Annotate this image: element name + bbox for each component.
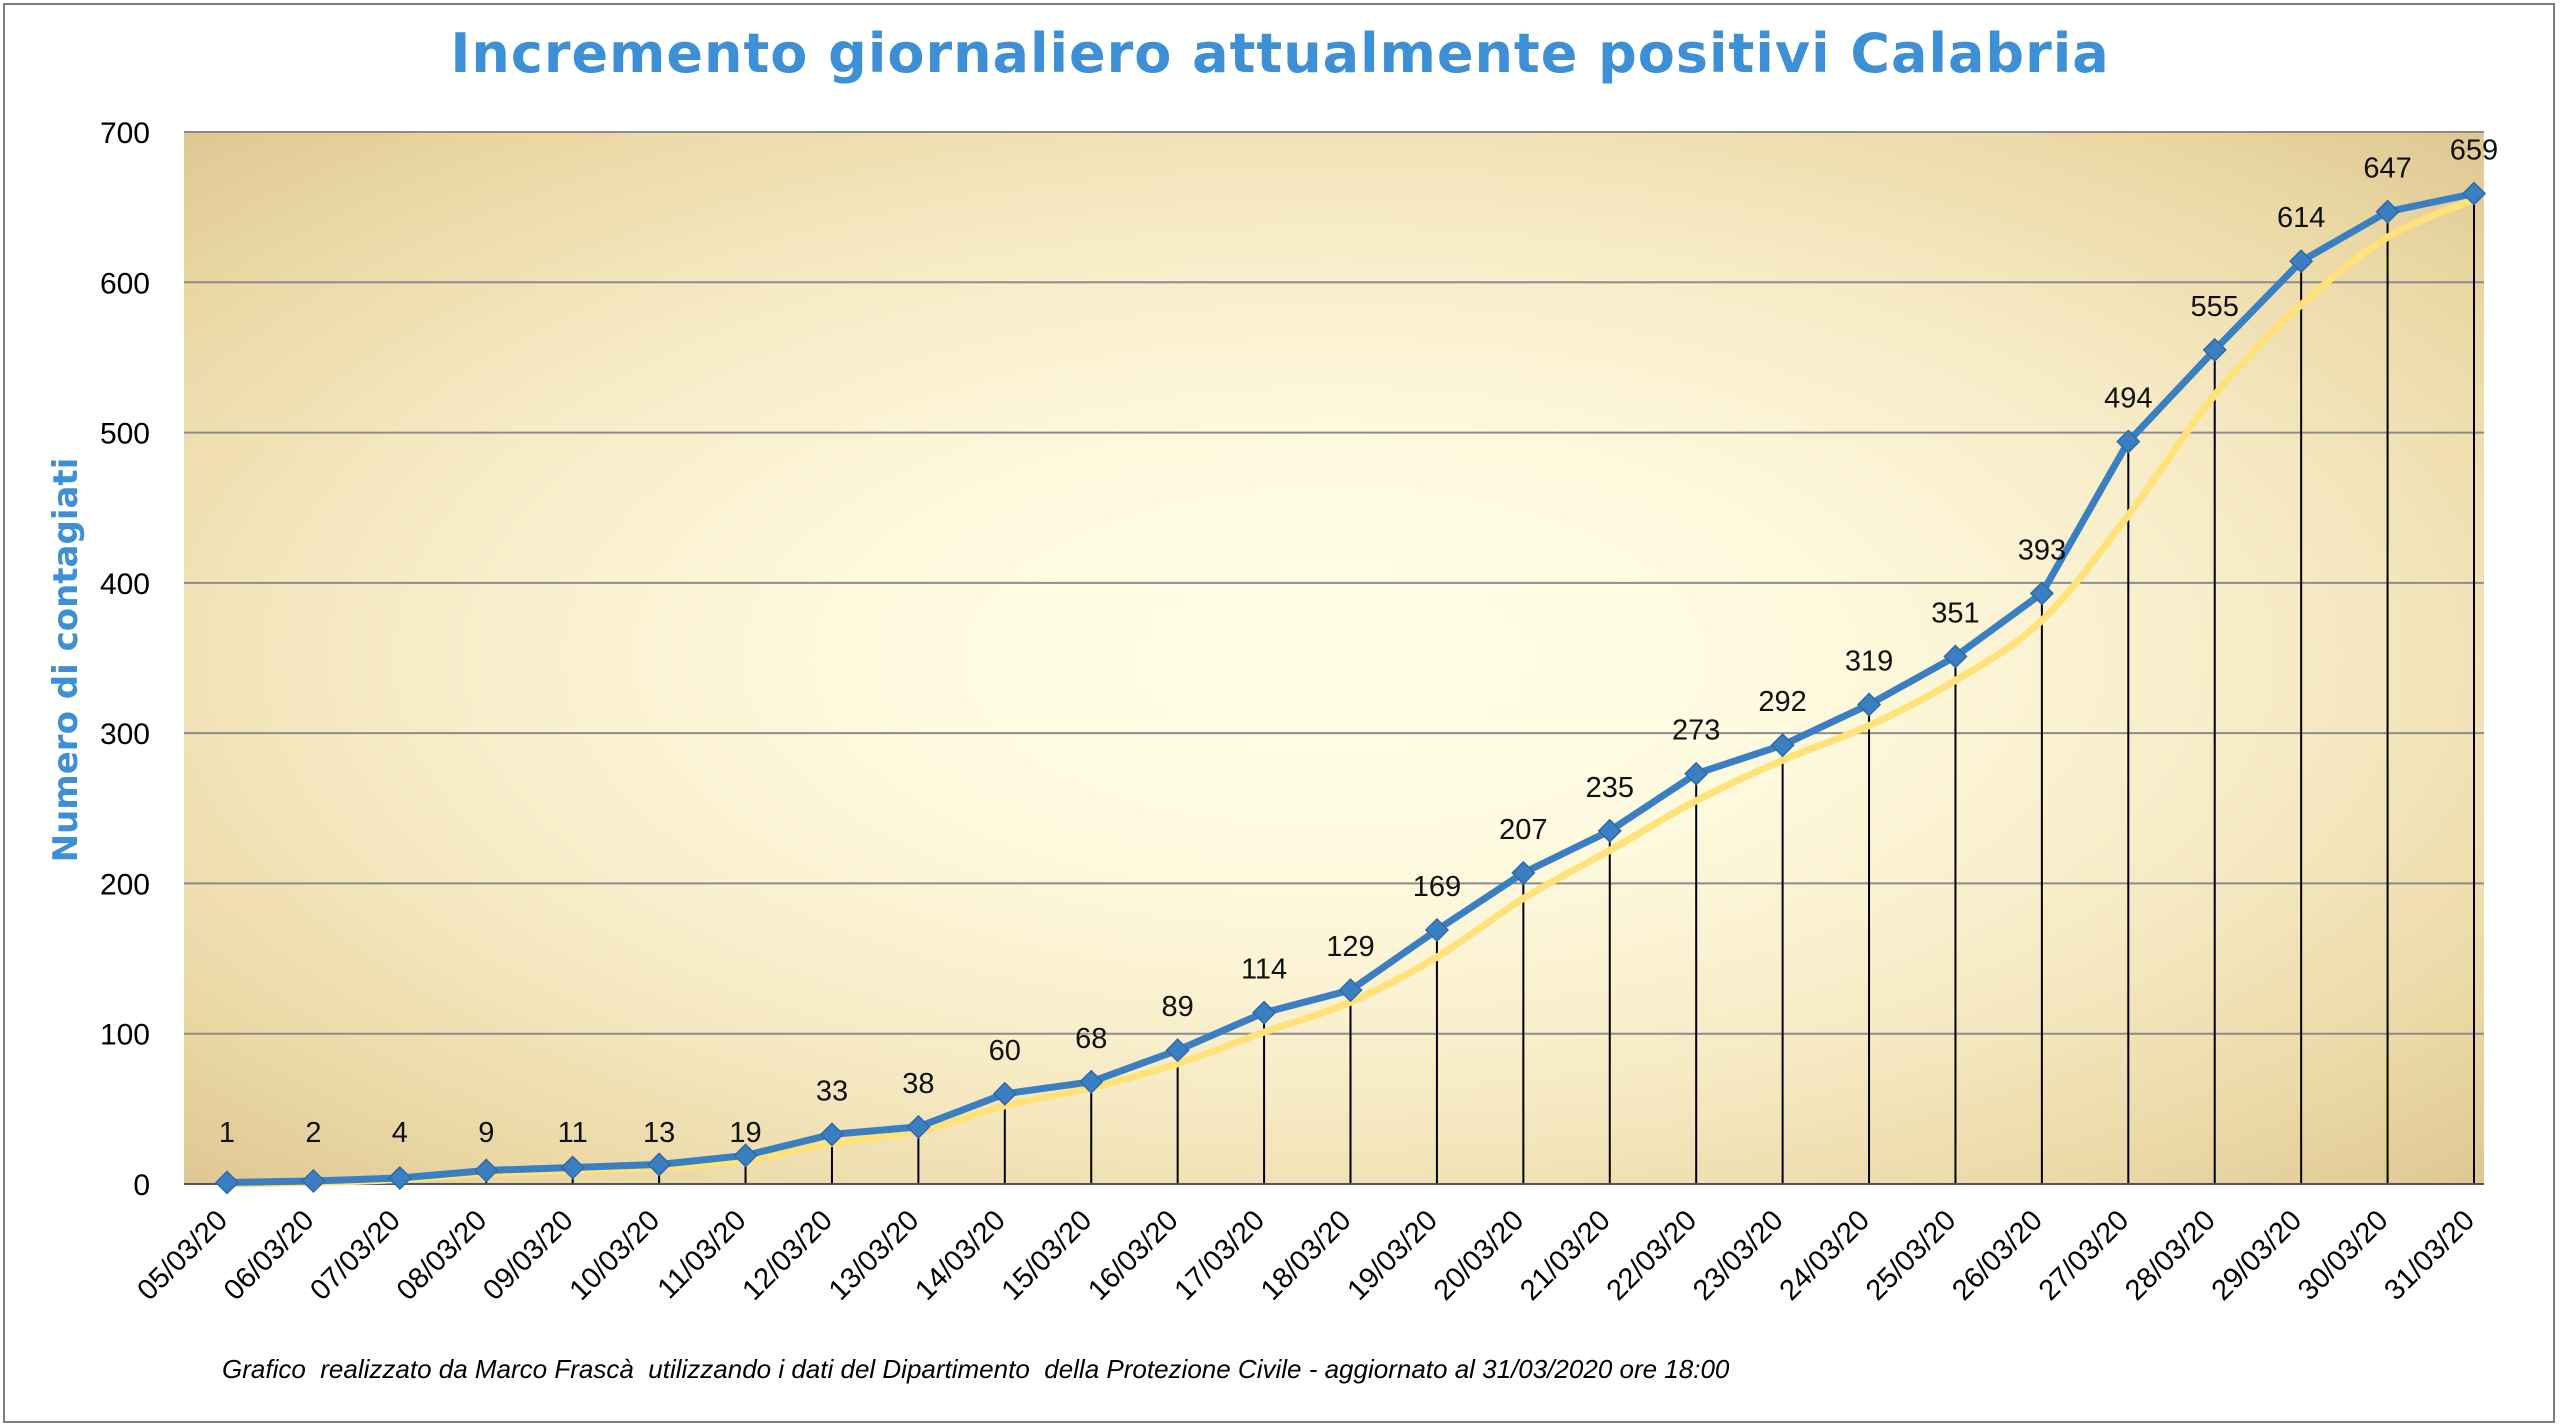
y-tick-label: 500 xyxy=(100,418,150,451)
data-label: 68 xyxy=(1075,1023,1107,1055)
data-point-marker xyxy=(2029,581,2054,606)
data-point-marker xyxy=(2202,337,2227,362)
data-point-marker xyxy=(2116,429,2141,454)
data-point-marker xyxy=(301,1168,326,1194)
x-tick-label: 23/03/20 xyxy=(1687,1204,1789,1306)
x-tick-label: 27/03/20 xyxy=(2033,1204,2135,1306)
data-label: 4 xyxy=(392,1117,408,1149)
data-point-marker xyxy=(1597,818,1622,843)
x-tick-label: 25/03/20 xyxy=(1860,1204,1962,1306)
data-label: 614 xyxy=(2277,202,2325,234)
data-label: 235 xyxy=(1586,772,1634,804)
data-point-marker xyxy=(1165,1038,1190,1063)
data-label: 169 xyxy=(1413,871,1461,903)
data-label: 19 xyxy=(729,1117,761,1149)
data-point-marker xyxy=(733,1143,758,1168)
data-point-marker xyxy=(1079,1069,1104,1094)
data-label: 33 xyxy=(816,1075,848,1107)
data-point-marker xyxy=(1338,978,1363,1003)
x-tick-label: 12/03/20 xyxy=(736,1204,838,1306)
x-tick-label: 16/03/20 xyxy=(1082,1204,1184,1306)
x-tick-label: 07/03/20 xyxy=(304,1204,406,1306)
data-label: 555 xyxy=(2191,291,2239,323)
data-point-marker xyxy=(214,1170,240,1195)
data-label: 13 xyxy=(643,1117,675,1149)
y-tick-label: 300 xyxy=(100,718,150,751)
x-tick-label: 06/03/20 xyxy=(218,1204,320,1306)
data-point-marker xyxy=(1943,644,1968,669)
plot-area xyxy=(184,132,2484,1184)
x-tick-label: 14/03/20 xyxy=(909,1204,1011,1306)
data-label: 89 xyxy=(1162,991,1194,1023)
x-tick-label: 19/03/20 xyxy=(1341,1204,1443,1306)
data-point-marker xyxy=(474,1158,499,1183)
data-label: 393 xyxy=(2018,534,2066,566)
data-label: 11 xyxy=(558,1117,588,1149)
y-tick-label: 400 xyxy=(100,568,150,601)
data-label: 114 xyxy=(1241,954,1287,986)
data-point-marker xyxy=(1856,692,1882,717)
data-label: 60 xyxy=(989,1035,1021,1067)
data-label: 129 xyxy=(1326,931,1374,963)
data-point-marker xyxy=(387,1165,412,1191)
data-point-marker xyxy=(906,1114,931,1139)
data-point-marker xyxy=(2375,199,2400,224)
x-tick-label: 09/03/20 xyxy=(477,1204,579,1306)
data-label: 647 xyxy=(2363,153,2411,185)
data-point-marker xyxy=(647,1152,672,1177)
x-tick-label: 22/03/20 xyxy=(1601,1204,1703,1306)
data-point-marker xyxy=(1252,1000,1277,1025)
data-point-marker xyxy=(1770,733,1795,758)
data-label: 1 xyxy=(219,1117,235,1149)
x-tick-label: 24/03/20 xyxy=(1774,1204,1876,1306)
y-tick-label: 200 xyxy=(100,868,150,901)
x-tick-label: 11/03/20 xyxy=(652,1204,753,1305)
x-tick-label: 13/03/20 xyxy=(823,1204,925,1306)
x-tick-label: 26/03/20 xyxy=(1946,1204,2048,1306)
data-label: 207 xyxy=(1499,814,1547,846)
x-tick-label: 08/03/20 xyxy=(391,1204,493,1306)
y-tick-label: 100 xyxy=(100,1019,150,1052)
data-point-marker xyxy=(560,1155,585,1180)
y-tick-label: 700 xyxy=(100,117,150,150)
chart-credit: Grafico realizzato da Marco Frascà utili… xyxy=(222,1354,1730,1384)
data-label: 2 xyxy=(305,1117,321,1149)
y-tick-label: 0 xyxy=(133,1169,150,1202)
data-label: 38 xyxy=(902,1068,934,1100)
data-point-marker xyxy=(1424,917,1449,943)
data-label: 273 xyxy=(1672,715,1720,747)
data-point-marker xyxy=(1511,860,1536,885)
data-label: 9 xyxy=(478,1117,494,1149)
x-tick-label: 17/03/20 xyxy=(1169,1204,1271,1306)
data-label: 659 xyxy=(2450,135,2498,167)
data-point-marker xyxy=(819,1122,845,1147)
data-label: 319 xyxy=(1845,646,1893,678)
x-tick-label: 05/03/20 xyxy=(131,1204,233,1306)
x-tick-label: 31/03/20 xyxy=(2378,1204,2480,1306)
data-label: 292 xyxy=(1758,686,1806,718)
x-tick-label: 28/03/20 xyxy=(2119,1204,2221,1306)
data-point-marker xyxy=(2461,181,2487,206)
x-tick-label: 21/03/20 xyxy=(1514,1204,1616,1306)
x-tick-label: 10/03/20 xyxy=(564,1204,666,1306)
x-tick-label: 18/03/20 xyxy=(1255,1204,1357,1306)
chart-title: Incremento giornaliero attualmente posit… xyxy=(450,22,2110,85)
x-tick-label: 30/03/20 xyxy=(2292,1204,2394,1306)
data-point-marker xyxy=(1684,761,1709,786)
y-tick-label: 600 xyxy=(100,267,150,300)
x-tick-label: 15/03/20 xyxy=(996,1204,1098,1306)
data-point-marker xyxy=(992,1081,1017,1106)
x-tick-label: 29/03/20 xyxy=(2206,1204,2308,1306)
data-label: 494 xyxy=(2104,383,2152,415)
x-tick-label: 20/03/20 xyxy=(1428,1204,1530,1306)
data-point-marker xyxy=(2289,249,2314,274)
data-label: 351 xyxy=(1931,597,1979,629)
